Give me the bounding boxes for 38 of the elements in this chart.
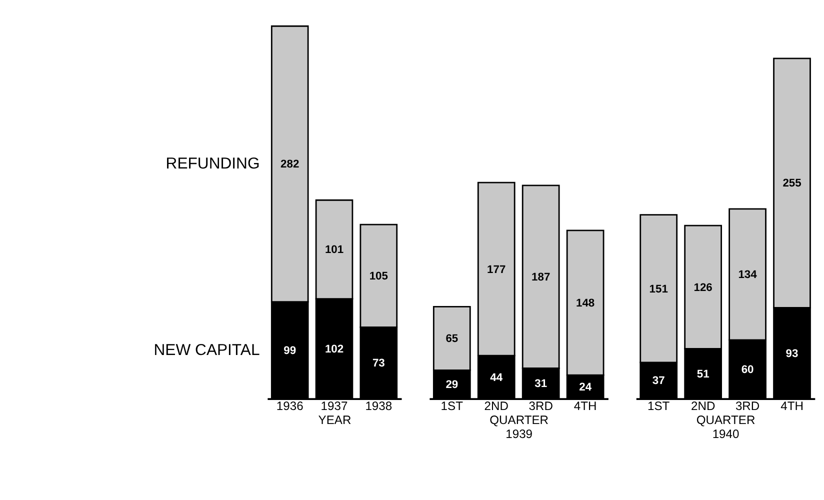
data-label: 73: [372, 358, 385, 370]
x-axis-title: YEAR: [318, 413, 352, 428]
x-axis-title: QUARTER 1939: [490, 413, 549, 442]
data-label: 282: [280, 158, 300, 171]
data-label: 148: [576, 297, 595, 310]
data-label: 93: [786, 348, 798, 360]
data-label: 44: [490, 372, 504, 384]
x-tick-label: 2ND: [484, 399, 509, 414]
data-label: 51: [696, 368, 710, 380]
data-label: 126: [694, 282, 712, 294]
x-tick-label: 2ND: [690, 399, 716, 414]
x-tick-label: 4TH: [574, 399, 597, 414]
series-label: NEW CAPITAL: [154, 342, 260, 359]
data-label: 151: [649, 283, 668, 296]
data-label: 134: [738, 269, 758, 282]
x-tick-label: 1937: [320, 399, 348, 414]
x-tick-label: 3RD: [528, 399, 554, 414]
data-label: 65: [446, 333, 458, 346]
x-tick-label: 1936: [276, 399, 304, 414]
data-label: 60: [741, 364, 754, 376]
x-axis-title: QUARTER 1940: [696, 413, 756, 442]
data-label: 99: [284, 344, 296, 357]
x-tick-label: 1ST: [440, 399, 464, 414]
data-label: 187: [532, 272, 550, 284]
x-tick-label: 4TH: [780, 399, 804, 414]
data-label: 105: [369, 270, 388, 283]
data-label: 31: [534, 378, 548, 390]
x-tick-label: 3RD: [735, 399, 760, 414]
data-label: 29: [446, 379, 458, 392]
data-label: 255: [782, 178, 802, 190]
x-tick-label: 1ST: [648, 399, 670, 414]
data-label: 24: [579, 382, 592, 394]
data-label: 37: [652, 375, 665, 388]
series-label: REFUNDING: [166, 156, 260, 173]
x-tick-label: 1938: [365, 399, 392, 414]
data-label: 101: [324, 244, 344, 256]
data-label: 102: [324, 343, 344, 356]
data-label: 177: [487, 264, 506, 276]
